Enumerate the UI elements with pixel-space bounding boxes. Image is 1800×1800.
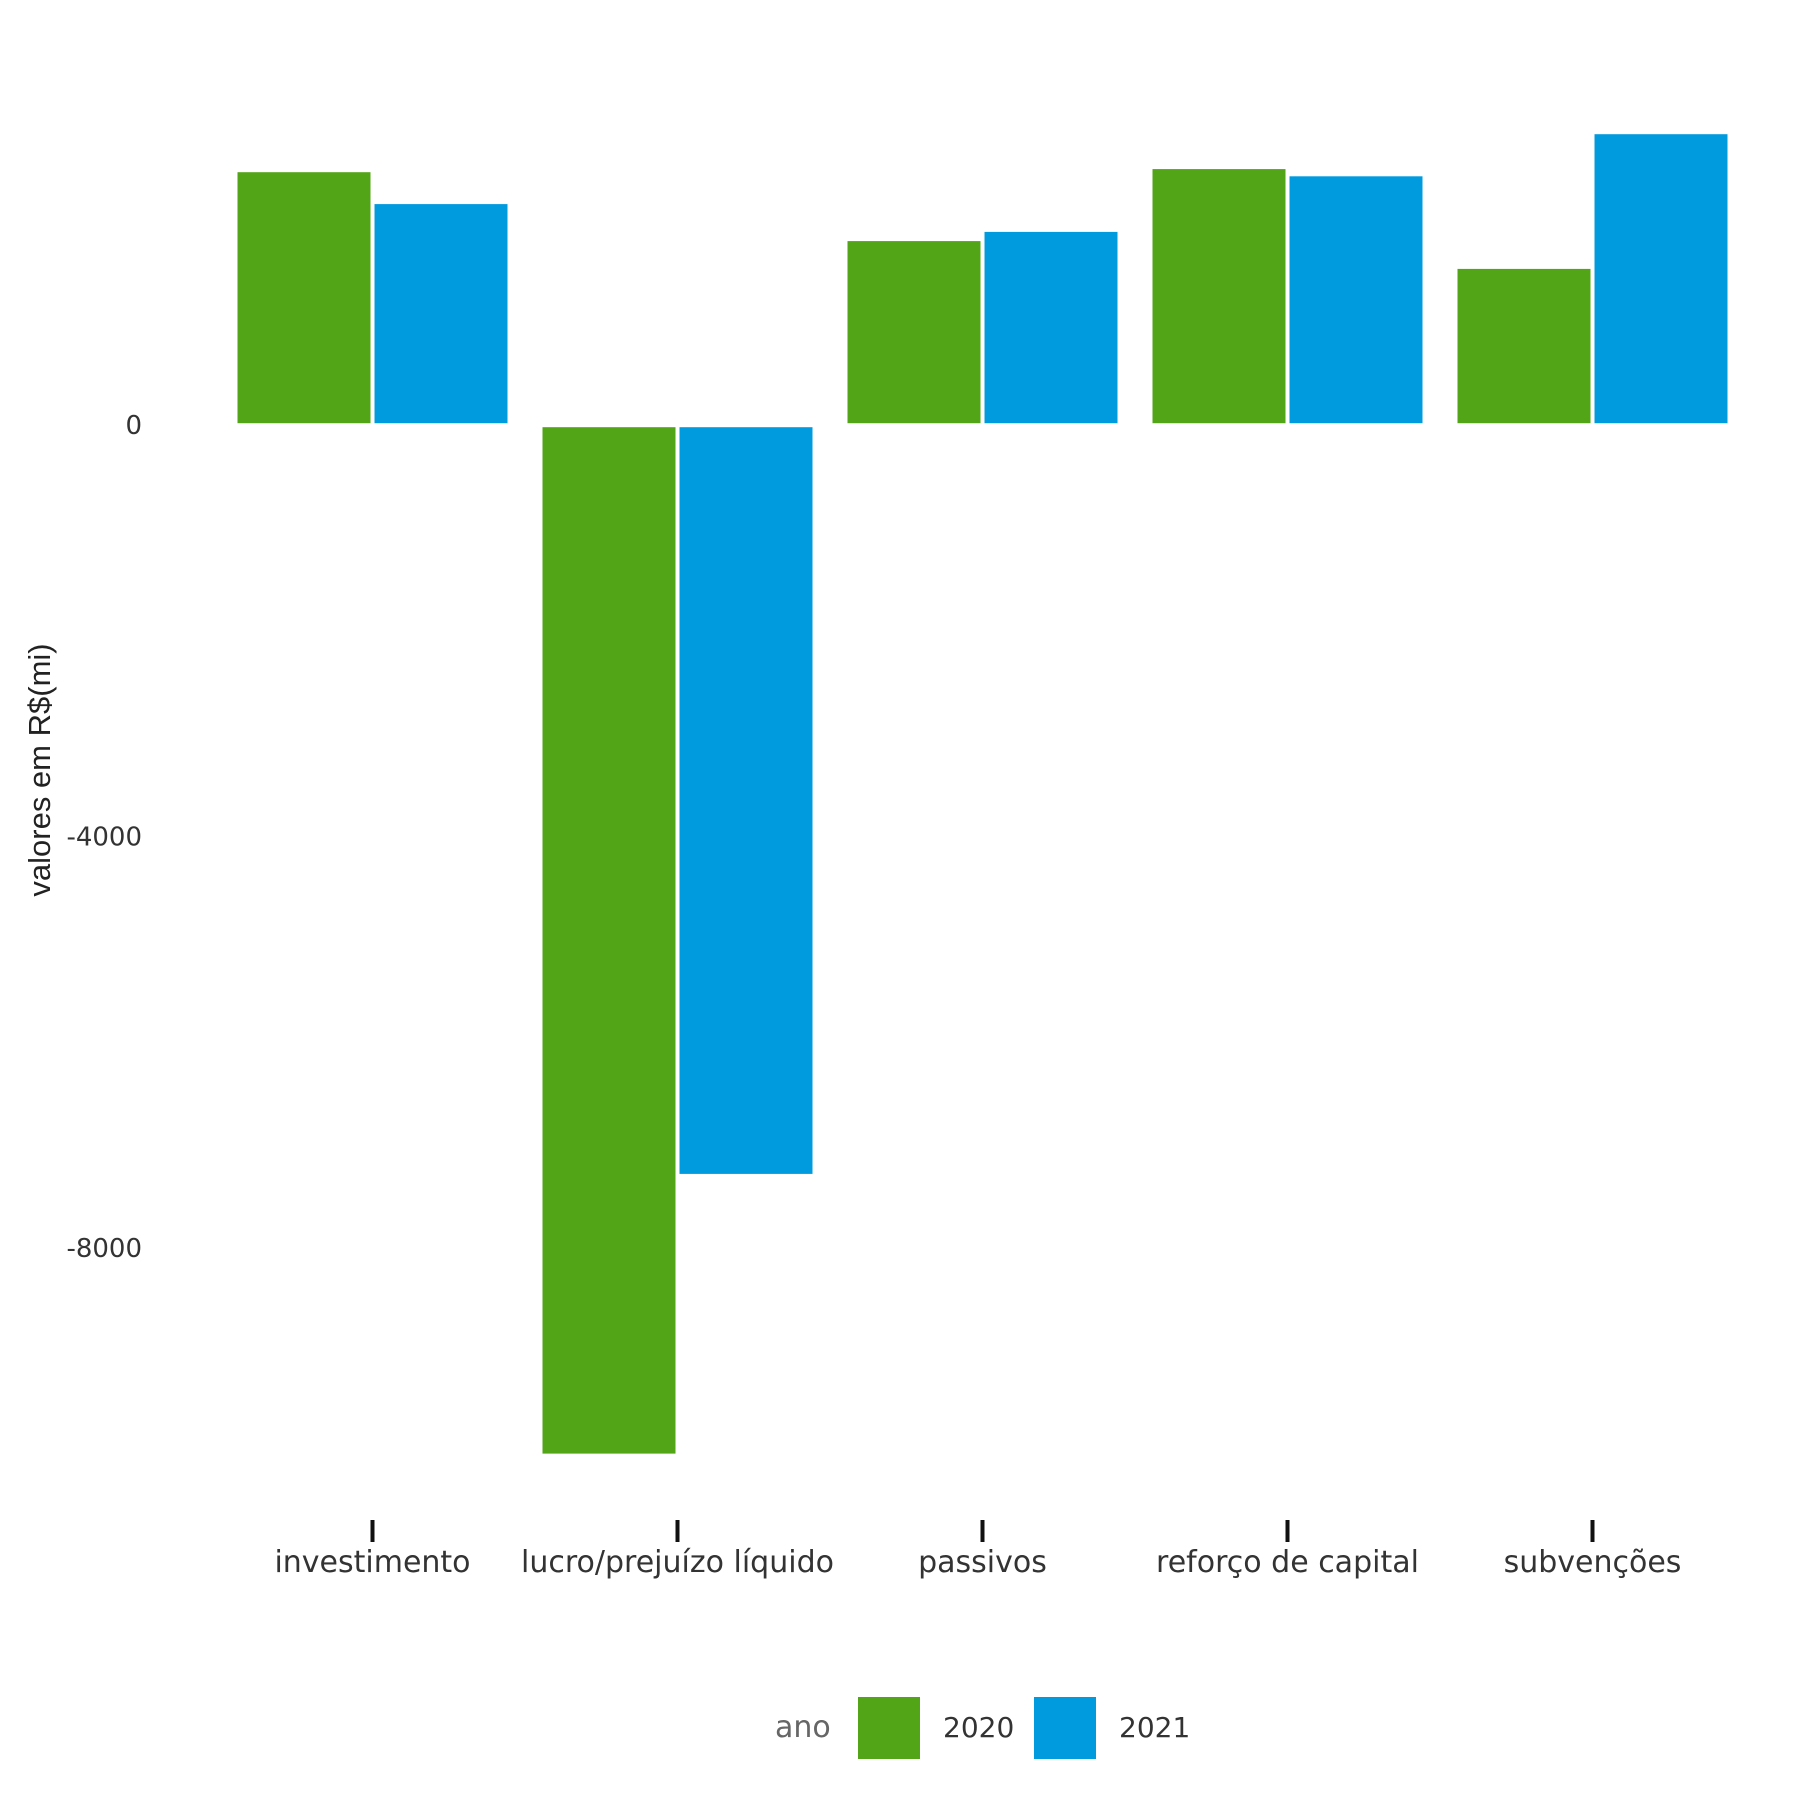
x-tick-label: passivos	[918, 1545, 1047, 1580]
bar-2021-5	[1594, 134, 1728, 424]
y-tick-label: 0	[125, 411, 142, 441]
x-axis-ticks: investimento lucro/prejuízo líquido passiv…	[274, 1520, 1681, 1580]
bar-2021-4	[1289, 176, 1423, 424]
legend-label-2021: 2021	[1119, 1711, 1190, 1744]
bar-2020-5	[1457, 268, 1591, 424]
y-tick-label: -8000	[66, 1234, 142, 1264]
bar-2021-2	[679, 427, 813, 1174]
legend-swatch-2020	[858, 1697, 920, 1759]
legend-swatch-2021	[1034, 1697, 1096, 1759]
bar-2020-4	[1152, 169, 1286, 424]
legend-label-2020: 2020	[943, 1711, 1014, 1744]
y-axis-title: valores em R$(mi)	[22, 643, 57, 896]
bars-group	[237, 134, 1728, 1454]
bar-2021-1	[374, 204, 508, 424]
x-tick-label: subvenções	[1504, 1545, 1682, 1580]
x-tick-label: lucro/prejuízo líquido	[521, 1545, 834, 1580]
bar-2020-3	[847, 241, 981, 424]
y-tick-label: -4000	[66, 823, 142, 853]
y-axis-ticks: 0 -4000 -8000	[66, 411, 142, 1264]
x-tick-label: reforço de capital	[1156, 1545, 1419, 1580]
bar-2020-2	[542, 427, 676, 1454]
bar-2020-1	[237, 172, 371, 424]
x-tick-label: investimento	[274, 1545, 470, 1580]
bar-2021-3	[984, 231, 1118, 424]
legend: ano 2020 2021	[775, 1697, 1190, 1759]
legend-title: ano	[775, 1710, 831, 1745]
